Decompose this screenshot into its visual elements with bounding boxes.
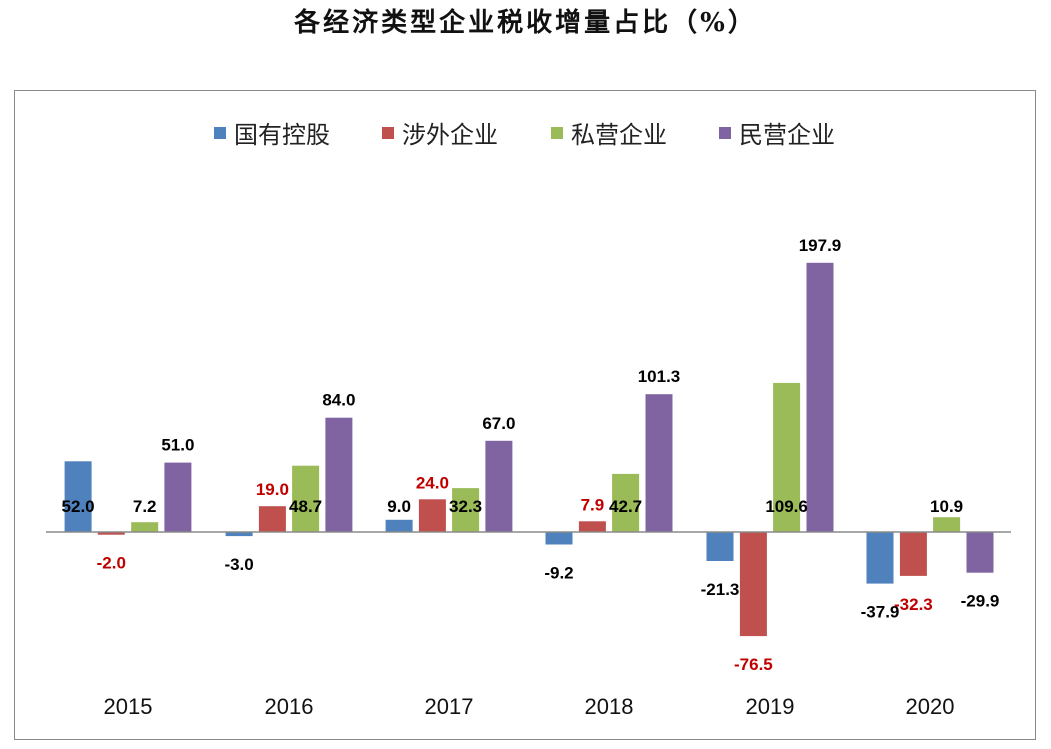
bar-2016-series-3 <box>292 465 320 532</box>
chart-title: 各经济类型企业税收增量占比（%） <box>294 8 757 38</box>
legend-label-1: 国有控股 <box>234 121 330 149</box>
legend: 国有控股 涉外企业 私营企业 民营企业 <box>214 121 835 149</box>
legend-label-4: 民营企业 <box>739 121 835 149</box>
data-label-2018-series-2: 7.9 <box>581 495 605 514</box>
data-label-2016-series-4: 84.0 <box>322 391 355 410</box>
bar-2016-series-2 <box>258 506 286 532</box>
data-label-2020-series-2: -32.3 <box>894 595 933 614</box>
bar-2015-series-1 <box>64 461 92 532</box>
category-label-2018: 2018 <box>585 694 634 719</box>
data-label-2017-series-4: 67.0 <box>482 414 515 433</box>
category-label-2016: 2016 <box>265 694 314 719</box>
data-label-2018-series-1: -9.2 <box>544 564 573 583</box>
data-label-2017-series-2: 24.0 <box>416 473 449 492</box>
data-label-2016-series-1: -3.0 <box>224 555 253 574</box>
bar-2018-series-3 <box>612 473 640 532</box>
bar-2020-series-2 <box>899 532 927 576</box>
bar-2020-series-1 <box>866 532 894 584</box>
data-label-2016-series-3: 48.7 <box>289 497 322 516</box>
data-label-2017-series-1: 9.0 <box>387 497 411 516</box>
data-label-2019-series-1: -21.3 <box>701 580 740 599</box>
legend-swatch-1 <box>214 127 226 139</box>
category-labels: 2015 2016 2017 2018 2019 2020 <box>104 694 955 719</box>
chart-frame <box>14 90 1036 740</box>
data-label-2015-series-2: -2.0 <box>97 554 126 573</box>
bar-2017-series-4 <box>485 440 513 532</box>
bar-2015-series-4 <box>164 462 192 532</box>
bar-2018-series-4 <box>645 394 673 532</box>
bar-2018-series-1 <box>545 532 573 545</box>
bar-2020-series-3 <box>933 517 961 532</box>
data-label-2020-series-3: 10.9 <box>930 497 963 516</box>
data-label-2015-series-4: 51.0 <box>161 436 194 455</box>
bar-2017-series-3 <box>452 488 480 532</box>
data-label-2016-series-2: 19.0 <box>256 480 289 499</box>
data-label-2018-series-3: 42.7 <box>609 497 642 516</box>
data-label-2017-series-3: 32.3 <box>449 497 482 516</box>
category-label-2020: 2020 <box>906 694 955 719</box>
bar-2020-series-4 <box>966 532 994 573</box>
bar-2019-series-3 <box>773 382 801 532</box>
category-label-2019: 2019 <box>746 694 795 719</box>
data-label-2019-series-4: 197.9 <box>799 236 842 255</box>
bar-2018-series-2 <box>578 521 606 532</box>
bar-2019-series-4 <box>806 262 834 532</box>
data-labels: 52.0 -3.0 9.0 -9.2 -21.3 -37.9 -2.0 19.0 24.0 7.9… <box>62 236 1000 674</box>
data-label-2020-series-4: -29.9 <box>961 592 1000 611</box>
legend-label-3: 私营企业 <box>571 121 667 149</box>
bar-2019-series-2 <box>739 532 767 637</box>
data-label-2019-series-2: -76.5 <box>734 655 773 674</box>
bar-2015-series-2 <box>97 532 125 535</box>
category-label-2017: 2017 <box>425 694 474 719</box>
data-label-2015-series-3: 7.2 <box>133 497 157 516</box>
data-label-2020-series-1: -37.9 <box>861 603 900 622</box>
legend-swatch-3 <box>551 127 563 139</box>
legend-swatch-4 <box>719 127 731 139</box>
bar-2017-series-1 <box>385 519 413 532</box>
data-label-2015-series-1: 52.0 <box>62 497 95 516</box>
legend-label-2: 涉外企业 <box>402 121 498 149</box>
data-label-2019-series-3: 109.6 <box>765 497 808 516</box>
bar-2017-series-2 <box>418 499 446 532</box>
bar-2016-series-4 <box>325 417 353 532</box>
category-label-2015: 2015 <box>104 694 153 719</box>
bar-2015-series-3 <box>131 522 159 532</box>
bars <box>64 262 994 637</box>
bar-2016-series-1 <box>225 532 253 537</box>
bar-2019-series-1 <box>706 532 734 561</box>
data-label-2018-series-4: 101.3 <box>638 367 681 386</box>
legend-swatch-2 <box>382 127 394 139</box>
